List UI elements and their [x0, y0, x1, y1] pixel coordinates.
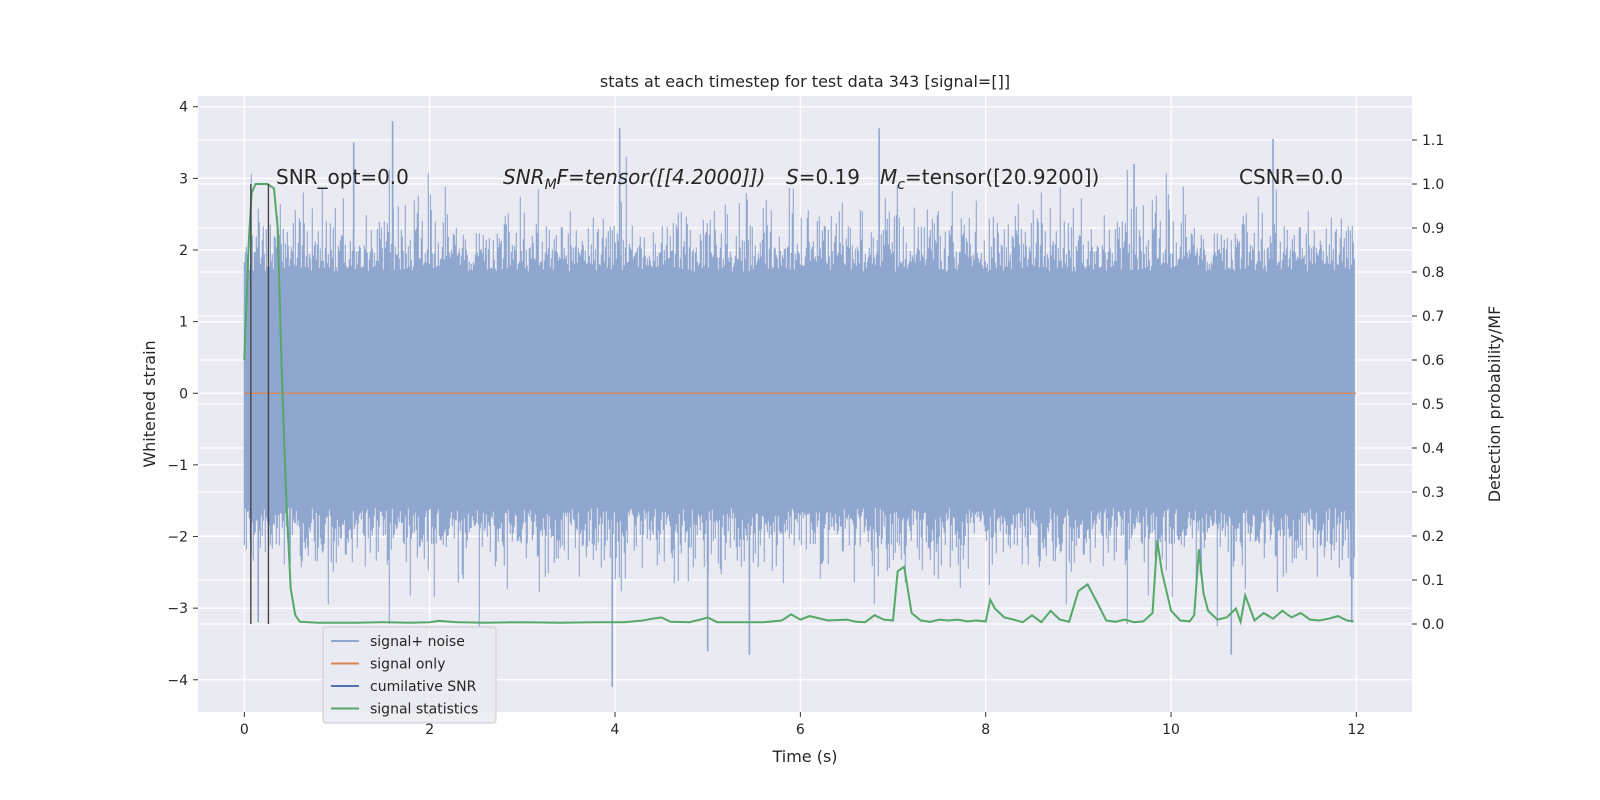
y2-tick-label: 0.2 — [1422, 529, 1444, 545]
y2-tick-label: 0.3 — [1422, 485, 1444, 501]
annotation-mc: Mc=tensor([20.9200]) — [880, 165, 1099, 193]
annotation-s: S=0.19 — [786, 165, 860, 189]
x-tick-label: 12 — [1347, 722, 1365, 738]
noise-upper-trace — [243, 156, 1355, 394]
y-tick-label: 2 — [179, 243, 188, 259]
y2-tick-label: 0.7 — [1422, 309, 1444, 325]
y2-tick-label: 0.4 — [1422, 441, 1444, 457]
y2-tick-label: 1.1 — [1422, 133, 1444, 149]
y2-tick-label: 0.9 — [1422, 221, 1444, 237]
x-tick-label: 4 — [611, 722, 620, 738]
annotation-csnr: CSNR=0.0 — [1239, 165, 1343, 189]
y-tick-label: 0 — [179, 386, 188, 402]
annotation-mc-sub: c — [897, 177, 905, 193]
annotation-snr-mf: SNRMF=tensor([[4.2000]]) — [503, 165, 765, 193]
annotation-mc-italic: M — [880, 165, 897, 189]
legend-label: cumilative SNR — [370, 679, 477, 695]
legend-box — [322, 626, 497, 724]
legend: signal+ noise signal only cumilative SNR si… — [322, 626, 497, 724]
y2-tick-label: 0.8 — [1422, 265, 1444, 281]
y2-tick-label: 0.1 — [1422, 573, 1444, 589]
y-axis-label: Whitened strain — [140, 340, 159, 467]
y-tick-label: −1 — [167, 458, 188, 474]
annotation-s-italic: S — [786, 165, 799, 189]
x-tick-label: 2 — [425, 722, 434, 738]
axes: 0 2 4 6 8 10 12−4−3−2−1012340.00.10.20.30.40.5… — [167, 100, 1444, 738]
legend-label: signal statistics — [370, 702, 478, 718]
x-tick-label: 6 — [796, 722, 805, 738]
annotation-snr-mf-sub: M — [545, 177, 557, 193]
y2-axis-label: Detection probability/MF — [1485, 306, 1504, 503]
line-series-layer — [243, 183, 1357, 626]
x-tick-label: 10 — [1162, 722, 1180, 738]
y-tick-label: 3 — [179, 171, 188, 187]
legend-label: signal+ noise — [370, 634, 465, 650]
vertical-markers — [250, 184, 270, 624]
y2-tick-label: 1.0 — [1422, 177, 1444, 193]
signal-statistics-line — [243, 183, 1354, 626]
y2-tick-label: 0.0 — [1422, 617, 1444, 633]
y-tick-label: −2 — [167, 530, 188, 546]
x-tick-label: 8 — [981, 722, 990, 738]
y-tick-label: 4 — [179, 100, 188, 116]
y2-tick-label: 0.5 — [1422, 397, 1444, 413]
y-tick-label: −3 — [167, 601, 188, 617]
annotation-snr-mf-suffix: F=tensor([[4.2000]]) — [557, 165, 766, 189]
signal-noise-series — [243, 121, 1355, 687]
x-axis-label: Time (s) — [771, 747, 837, 766]
x-tick-label: 0 — [240, 722, 249, 738]
annotation-s-value: =0.19 — [799, 165, 860, 189]
y-tick-label: 1 — [179, 315, 188, 331]
y-tick-label: −4 — [167, 673, 188, 689]
annotation-snr-opt: SNR_opt=0.0 — [276, 165, 409, 189]
chart-title: stats at each timestep for test data 343… — [600, 72, 1010, 91]
annotation-snr-mf-prefix: SNR — [503, 165, 545, 189]
legend-label: signal only — [370, 657, 445, 673]
annotation-mc-value: =tensor([20.9200]) — [905, 165, 1099, 189]
y2-tick-label: 0.6 — [1422, 353, 1444, 369]
